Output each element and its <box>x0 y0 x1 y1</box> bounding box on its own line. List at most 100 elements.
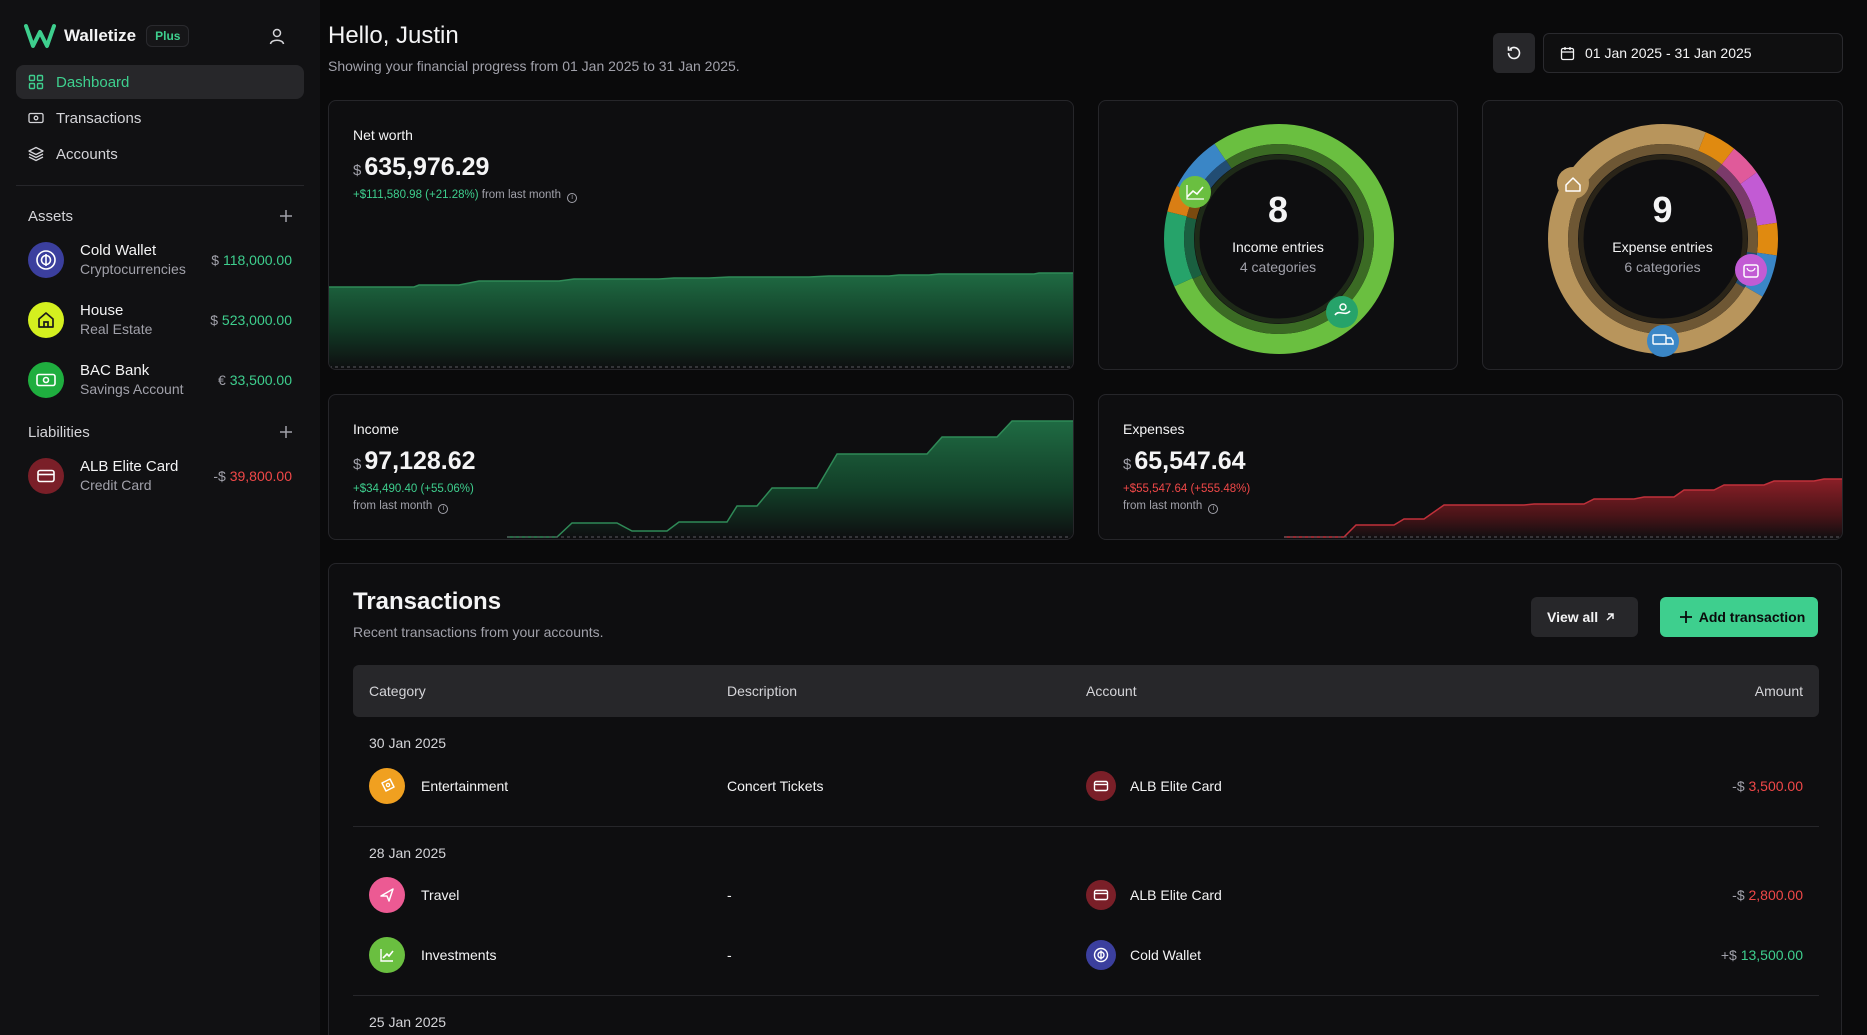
expenses-label: Expenses <box>1123 421 1185 437</box>
transactions-subtitle: Recent transactions from your accounts. <box>353 624 604 640</box>
assets-header: Assets <box>16 202 304 230</box>
calendar-icon <box>1560 46 1575 60</box>
income-entries-subtitle: 4 categories <box>1239 259 1317 275</box>
income-change: +$34,490.40 (+55.06%) from last month i <box>353 483 474 514</box>
income-card: Income $97,128.62 +$34,490.40 (+55.06%) f… <box>328 394 1074 540</box>
amount-cell: +$ 13,500.00 <box>1720 947 1803 963</box>
plane-icon <box>369 877 405 913</box>
category-cell: Entertainment <box>369 756 508 816</box>
expenses-value: $65,547.64 <box>1123 447 1246 475</box>
ticket-icon <box>369 768 405 804</box>
expenses-card: Expenses $65,547.64 +$55,547.64 (+555.48… <box>1098 394 1843 540</box>
house-icon <box>28 302 64 338</box>
transactions-title: Transactions <box>353 588 502 615</box>
income-chart <box>507 420 1073 539</box>
view-all-label: View all <box>1547 609 1599 625</box>
column-header-amount[interactable]: Amount <box>1754 683 1803 699</box>
income-donut-chart <box>1164 124 1394 354</box>
net-worth-change: +$111,580.98 (+21.28%) from last month i <box>353 187 578 204</box>
cash-icon <box>28 362 64 398</box>
account-type: Credit Card <box>80 476 152 493</box>
account-type: Savings Account <box>80 380 184 397</box>
add-transaction-button[interactable]: Add transaction <box>1660 597 1818 637</box>
account-cell: ALB Elite Card <box>1086 756 1222 816</box>
category-name: Investments <box>421 947 497 963</box>
date-range-picker[interactable]: 01 Jan 2025 - 31 Jan 2025 <box>1543 33 1843 73</box>
net-worth-chart <box>329 272 1073 369</box>
category-cell: Investments <box>369 925 496 985</box>
plus-icon <box>1679 611 1692 623</box>
nav-item-accounts[interactable]: Accounts <box>16 137 304 171</box>
main-nav: Dashboard Transactions Accounts <box>16 65 304 171</box>
transaction-date-group: 28 Jan 2025 <box>369 845 447 861</box>
category-name: Travel <box>421 887 460 903</box>
amount-cell: -$ 2,800.00 <box>1732 887 1803 903</box>
account-cell: ALB Elite Card <box>1086 865 1222 925</box>
nav-item-dashboard[interactable]: Dashboard <box>16 65 304 99</box>
view-all-button[interactable]: View all <box>1531 597 1639 637</box>
account-name: Cold Wallet <box>1130 947 1202 963</box>
category-name: Entertainment <box>421 778 509 794</box>
account-balance: € 33,500.00 <box>218 372 292 388</box>
table-row[interactable]: Investments - Cold Wallet +$ 13,500.00 <box>353 925 1819 985</box>
sidebar-divider <box>16 185 304 186</box>
hand-coin-icon <box>1326 296 1358 328</box>
account-name: BAC Bank <box>80 361 150 379</box>
credit-card-icon <box>1086 880 1116 910</box>
user-icon[interactable] <box>262 21 292 51</box>
walletize-logo-icon[interactable] <box>24 23 56 49</box>
account-type: Real Estate <box>80 320 153 337</box>
amount-cell: -$ 3,500.00 <box>1732 778 1803 794</box>
income-entries-title: Income entries <box>1232 239 1324 255</box>
column-header-description[interactable]: Description <box>727 683 798 699</box>
income-entries-card: 8 Income entries 4 categories <box>1098 100 1458 370</box>
shopping-bag-icon <box>1735 254 1767 286</box>
column-header-account[interactable]: Account <box>1086 683 1137 699</box>
expense-entries-title: Expense entries <box>1612 239 1713 255</box>
account-name: House <box>80 301 124 319</box>
info-icon: i <box>567 193 578 203</box>
banknote-icon <box>28 112 44 124</box>
table-row[interactable]: Travel - ALB Elite Card -$ 2,800.00 <box>353 865 1819 925</box>
income-entries-count: 8 <box>1267 189 1289 230</box>
info-icon: i <box>438 503 449 514</box>
main-content: Hello, Justin Showing your financial pro… <box>328 0 1843 1035</box>
refresh-button[interactable] <box>1493 33 1535 73</box>
page-subtitle: Showing your financial progress from 01 … <box>328 58 740 74</box>
add-asset-plus-icon[interactable] <box>276 206 296 226</box>
account-type: Cryptocurrencies <box>80 260 186 277</box>
nav-label: Transactions <box>56 109 142 127</box>
sidebar: Walletize Plus Dashboard Transactions Ac… <box>0 0 320 1035</box>
row-divider <box>353 995 1819 996</box>
column-header-category[interactable]: Category <box>369 683 426 699</box>
account-balance: -$ 39,800.00 <box>213 468 292 484</box>
expense-entries-card: 9 Expense entries 6 categories <box>1482 100 1843 370</box>
add-transaction-label: Add transaction <box>1698 609 1806 625</box>
app-name: Walletize <box>64 26 137 45</box>
dashboard-icon <box>28 74 44 90</box>
plan-badge: Plus <box>146 25 190 47</box>
account-house[interactable]: House Real Estate $ 523,000.00 <box>16 290 304 350</box>
table-row[interactable]: Entertainment Concert Tickets ALB Elite … <box>353 756 1819 816</box>
nav-item-transactions[interactable]: Transactions <box>16 101 304 135</box>
account-balance: $ 523,000.00 <box>210 312 292 328</box>
account-name: ALB Elite Card <box>1130 778 1222 794</box>
account-cell: Cold Wallet <box>1086 925 1201 985</box>
arrow-up-right-icon <box>1606 613 1614 621</box>
account-alb-elite-card[interactable]: ALB Elite Card Credit Card -$ 39,800.00 <box>16 446 304 506</box>
net-worth-label: Net worth <box>353 127 413 143</box>
expenses-chart <box>1284 478 1842 539</box>
account-name: Cold Wallet <box>80 241 157 259</box>
add-liability-plus-icon[interactable] <box>276 422 296 442</box>
nav-label: Dashboard <box>56 73 130 91</box>
credit-card-icon <box>1086 771 1116 801</box>
liabilities-header: Liabilities <box>16 418 304 446</box>
account-bac-bank[interactable]: BAC Bank Savings Account € 33,500.00 <box>16 350 304 410</box>
expense-entries-subtitle: 6 categories <box>1624 259 1701 275</box>
income-label: Income <box>353 421 399 437</box>
account-cold-wallet[interactable]: Cold Wallet Cryptocurrencies $ 118,000.0… <box>16 230 304 290</box>
net-worth-value: $635,976.29 <box>353 153 490 181</box>
house-icon <box>1557 167 1589 199</box>
account-balance: $ 118,000.00 <box>211 252 292 268</box>
account-name: ALB Elite Card <box>1130 887 1222 903</box>
